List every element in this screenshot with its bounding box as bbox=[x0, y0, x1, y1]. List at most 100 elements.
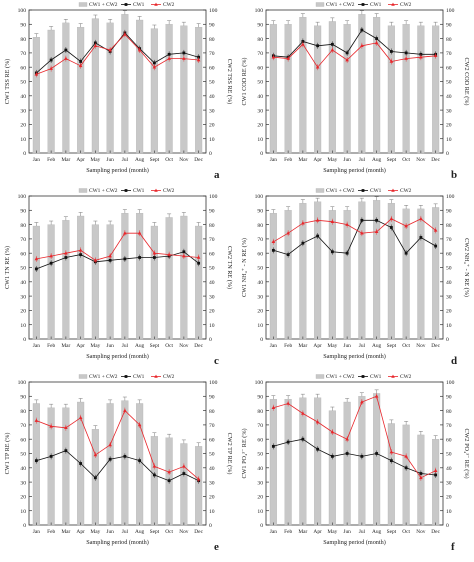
point-cw1 bbox=[123, 454, 127, 458]
bar bbox=[343, 401, 351, 526]
point-cw1 bbox=[108, 258, 112, 262]
point-cw1 bbox=[316, 44, 320, 48]
x-tick-label: Jun bbox=[343, 157, 351, 163]
legend-label: CW1 bbox=[370, 2, 382, 8]
x-tick-label: Mar bbox=[298, 529, 307, 535]
point-cw1 bbox=[138, 459, 142, 463]
series-line-cw2 bbox=[273, 395, 436, 479]
bar bbox=[417, 208, 425, 340]
bar bbox=[62, 22, 70, 154]
bar bbox=[106, 22, 114, 154]
bar bbox=[195, 225, 203, 340]
y-tick-label-right: 0 bbox=[209, 337, 212, 343]
x-tick-label: Sept bbox=[387, 157, 397, 163]
legend-label: CW1 bbox=[133, 2, 145, 8]
x-tick-label: Jul bbox=[122, 343, 129, 349]
point-cw2 bbox=[419, 475, 423, 480]
point-cw1 bbox=[286, 440, 290, 444]
point-cw2 bbox=[315, 218, 320, 222]
legend-label: CW1 + CW2 bbox=[326, 374, 355, 380]
x-tick-label: Apr bbox=[76, 343, 85, 349]
x-tick-label: Nov bbox=[416, 529, 426, 535]
x-tick-label: Jan bbox=[270, 157, 277, 163]
point-cw2 bbox=[315, 420, 320, 424]
x-tick-label: Apr bbox=[76, 529, 85, 535]
point-cw2 bbox=[374, 394, 379, 398]
x-tick-label: Oct bbox=[402, 529, 410, 535]
point-cw1 bbox=[79, 60, 83, 63]
y-tick-label-right: 40 bbox=[446, 94, 452, 100]
x-tick-label: Sept bbox=[387, 529, 397, 535]
legend-label: CW1 + CW2 bbox=[89, 374, 118, 380]
point-cw2 bbox=[78, 248, 83, 252]
point-cw2 bbox=[330, 219, 335, 224]
y-axis-title-right: CW2 NH₄⁺ - N RE (%) bbox=[463, 238, 470, 297]
y-tick-label-left: 40 bbox=[20, 280, 26, 286]
y-tick-label-left: 10 bbox=[257, 509, 263, 515]
y-tick-label-right: 40 bbox=[209, 280, 215, 286]
y-tick-label-left: 100 bbox=[18, 194, 27, 200]
x-tick-label: May bbox=[90, 343, 100, 349]
series-line-cw2 bbox=[273, 42, 436, 68]
y-axis-title-left: CW1 TN RE (%) bbox=[4, 246, 11, 289]
y-tick-label-left: 90 bbox=[20, 395, 26, 401]
y-axis-title-right: CW2 TSS RE (%) bbox=[226, 59, 233, 104]
point-cw1 bbox=[434, 473, 438, 477]
y-tick-label-right: 60 bbox=[209, 437, 215, 443]
plot-frame bbox=[265, 381, 444, 526]
x-tick-label: Jul bbox=[122, 529, 129, 535]
point-cw2 bbox=[93, 43, 98, 48]
series-line-cw2 bbox=[273, 218, 436, 243]
y-tick-label-left: 20 bbox=[20, 309, 26, 315]
point-cw1 bbox=[167, 52, 171, 56]
x-tick-label: Sept bbox=[150, 343, 160, 349]
point-cw1 bbox=[389, 459, 393, 463]
bar bbox=[195, 27, 203, 154]
y-tick-label-right: 30 bbox=[209, 294, 215, 300]
point-cw1 bbox=[138, 256, 142, 259]
x-tick-label: Jan bbox=[270, 529, 277, 535]
series-line-cw1 bbox=[36, 450, 199, 482]
point-cw2 bbox=[167, 252, 171, 256]
x-tick-label: Mar bbox=[61, 343, 70, 349]
y-tick-label-right: 0 bbox=[446, 151, 449, 157]
bar bbox=[165, 217, 173, 340]
x-tick-label: Feb bbox=[47, 529, 55, 535]
bar bbox=[328, 21, 336, 154]
y-axis-title-right: CW2 TN RE (%) bbox=[226, 246, 233, 289]
y-tick-label-left: 50 bbox=[20, 80, 26, 86]
y-tick-label-left: 30 bbox=[20, 480, 26, 486]
bar bbox=[343, 24, 351, 154]
point-cw1 bbox=[34, 267, 38, 271]
bar bbox=[284, 399, 292, 526]
x-tick-label: May bbox=[90, 157, 100, 163]
y-tick-label-right: 30 bbox=[209, 108, 215, 114]
y-tick-label-left: 90 bbox=[257, 23, 263, 29]
point-cw1 bbox=[123, 257, 127, 261]
y-tick-label-right: 90 bbox=[209, 395, 215, 401]
y-tick-label-right: 90 bbox=[446, 395, 452, 401]
y-tick-label-right: 70 bbox=[209, 51, 215, 57]
y-tick-label-right: 0 bbox=[209, 523, 212, 529]
y-tick-label-right: 80 bbox=[446, 409, 452, 415]
point-cw2 bbox=[93, 258, 98, 262]
y-axis-title-left: CW1 TP RE (%) bbox=[4, 433, 11, 475]
x-tick-label: Sept bbox=[387, 343, 397, 349]
bar bbox=[284, 24, 292, 154]
bar bbox=[136, 19, 144, 154]
bar bbox=[432, 439, 440, 526]
point-cw2 bbox=[301, 411, 305, 415]
point-cw2 bbox=[78, 63, 83, 68]
y-tick-label-right: 30 bbox=[446, 294, 452, 300]
panel-label: b bbox=[451, 169, 457, 181]
point-cw2 bbox=[419, 216, 423, 221]
x-axis-title: Sampling period (month) bbox=[323, 539, 386, 546]
point-cw2 bbox=[330, 430, 335, 434]
point-cw1 bbox=[360, 454, 364, 458]
y-tick-label-left: 40 bbox=[257, 466, 263, 472]
legend-marker-cw2 bbox=[154, 2, 158, 6]
y-tick-label-right: 10 bbox=[209, 509, 215, 515]
legend-marker-cw2 bbox=[154, 188, 158, 192]
